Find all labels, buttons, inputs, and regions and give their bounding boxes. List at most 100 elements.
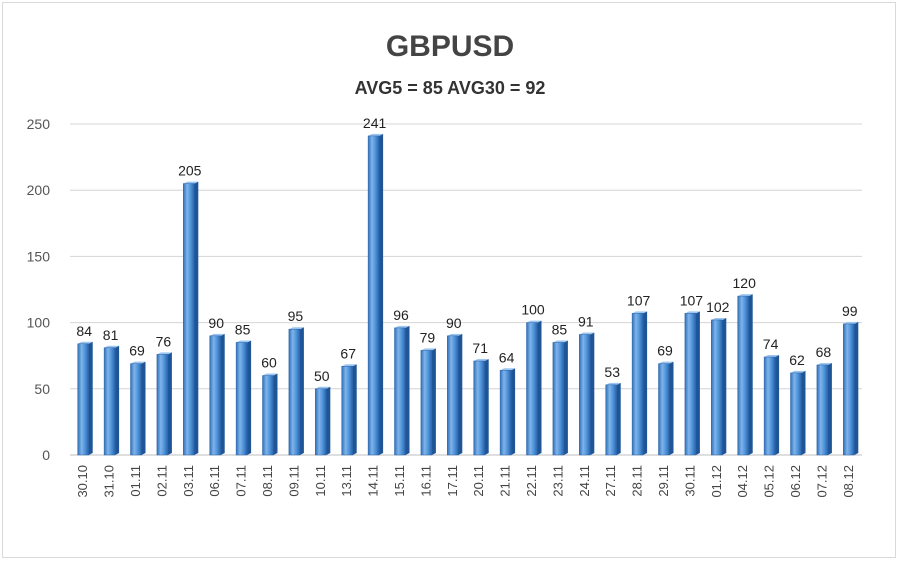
x-tick-label: 04.12 — [735, 465, 750, 498]
bar-front — [605, 384, 617, 456]
bar-front — [658, 363, 670, 456]
bar-side — [643, 311, 648, 455]
data-label: 100 — [521, 302, 545, 318]
bar-front — [763, 356, 776, 456]
bar-top — [526, 320, 542, 323]
bar-front — [552, 342, 565, 456]
data-label: 71 — [472, 340, 488, 356]
bar — [103, 345, 120, 456]
bar — [711, 317, 727, 456]
bar — [288, 327, 304, 456]
data-label: 79 — [420, 329, 436, 345]
bar-front — [816, 364, 829, 456]
bar-side — [801, 370, 806, 455]
bar-top — [790, 370, 806, 373]
bar — [526, 320, 542, 456]
bar — [631, 311, 648, 456]
x-tick-label: 10.11 — [313, 465, 328, 497]
bar-front — [235, 342, 248, 456]
y-tick-label: 50 — [34, 381, 50, 397]
bar — [341, 364, 357, 456]
bar-side — [511, 368, 516, 455]
x-tick-label: 24.11 — [577, 465, 592, 497]
bar-front — [183, 183, 195, 456]
data-label: 67 — [340, 345, 356, 361]
y-tick-label: 250 — [27, 116, 51, 132]
bar-top — [156, 352, 172, 355]
x-tick-label: 01.11 — [128, 465, 143, 497]
bar-side — [352, 364, 357, 455]
y-tick-label: 150 — [27, 248, 51, 264]
bar-front — [737, 295, 749, 456]
bar-side — [299, 327, 304, 455]
bar-side — [669, 361, 674, 455]
bar-front — [209, 335, 221, 456]
bar-series — [77, 133, 859, 456]
x-tick-label: 07.12 — [814, 465, 829, 498]
bar — [552, 340, 568, 456]
x-axis: 30.10 31.10 01.11 02.11 03.11 06.11 07.11 08.11… — [75, 465, 856, 498]
x-tick-label: 29.11 — [656, 465, 671, 497]
bar-side — [827, 362, 832, 455]
bar-top — [288, 327, 304, 330]
data-labels: 84 81 69 76 205 90 85 60 95 50 67 241 96 79 90 71 64 100 8… — [76, 115, 857, 384]
bar-side — [194, 181, 199, 455]
bar-top — [183, 181, 199, 184]
bar-side — [484, 358, 489, 455]
data-label: 102 — [706, 299, 730, 315]
x-tick-label: 08.11 — [260, 465, 275, 497]
x-tick-label: 22.11 — [524, 465, 539, 497]
bar-top — [262, 373, 278, 376]
x-tick-label: 17.11 — [445, 465, 460, 497]
bar-side — [115, 345, 120, 455]
bar — [262, 373, 278, 456]
bar-top — [843, 321, 859, 324]
x-tick-label: 03.11 — [181, 465, 196, 497]
bar-side — [273, 373, 278, 455]
bar-front — [631, 313, 644, 456]
bar-front — [394, 327, 406, 456]
gridlines — [70, 123, 862, 456]
bar — [658, 361, 674, 456]
bar-top — [341, 364, 357, 367]
bar-top — [764, 355, 780, 358]
data-label: 90 — [446, 315, 462, 331]
bar-top — [368, 133, 384, 136]
y-tick-label: 200 — [27, 182, 51, 198]
x-tick-label: 01.12 — [709, 465, 724, 498]
data-label: 85 — [235, 321, 251, 337]
x-tick-label: 08.12 — [841, 465, 856, 498]
bar-front — [315, 388, 327, 456]
bar-top — [104, 345, 120, 348]
data-label: 53 — [604, 364, 620, 380]
bar-front — [288, 328, 301, 456]
bar-front — [262, 375, 274, 456]
bar-front — [156, 354, 169, 456]
data-label: 107 — [680, 292, 704, 308]
data-label: 95 — [288, 308, 304, 324]
bar-front — [130, 363, 142, 456]
data-label: 68 — [816, 344, 832, 360]
bar-side — [88, 341, 93, 455]
x-tick-label: 06.12 — [788, 465, 803, 498]
bar-front — [579, 334, 591, 456]
data-label: 64 — [499, 349, 515, 365]
bar-top — [473, 358, 489, 361]
data-label: 69 — [657, 343, 673, 359]
bar-side — [405, 325, 410, 455]
x-tick-label: 16.11 — [418, 465, 433, 497]
x-tick-label: 05.12 — [762, 465, 777, 498]
bar — [367, 133, 384, 456]
bar-top — [77, 341, 93, 344]
bar-front — [103, 347, 116, 456]
bar-front — [684, 313, 697, 456]
bar-front — [499, 370, 512, 456]
bar-side — [537, 320, 542, 455]
bar-side — [167, 352, 172, 455]
bar-top — [579, 332, 595, 335]
x-tick-label: 27.11 — [603, 465, 618, 497]
bar-front — [473, 360, 485, 456]
bar-top — [684, 311, 700, 314]
data-label: 205 — [178, 163, 202, 179]
